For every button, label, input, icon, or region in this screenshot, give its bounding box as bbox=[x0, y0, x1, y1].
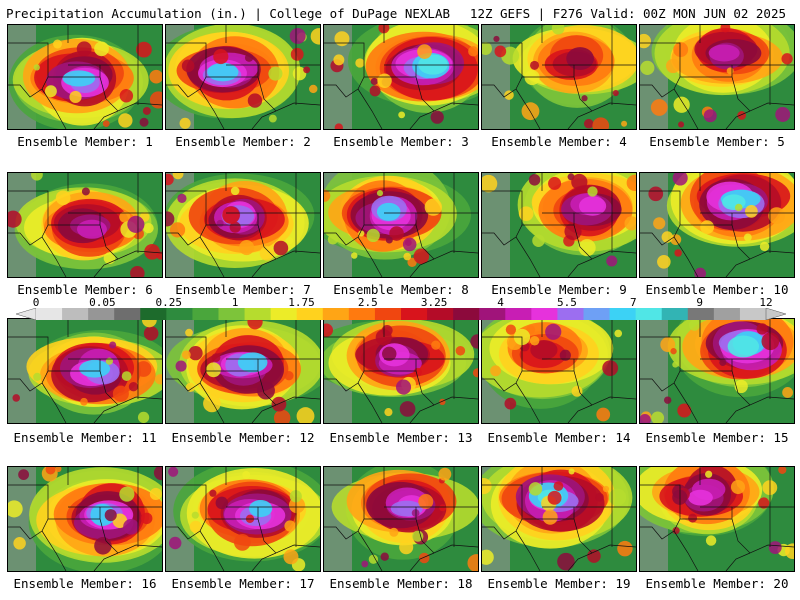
colorbar bbox=[16, 308, 786, 320]
ensemble-member-map bbox=[7, 466, 163, 572]
ensemble-member-map bbox=[165, 24, 321, 130]
ensemble-member-label: Ensemble Member: 2 bbox=[175, 134, 311, 149]
ensemble-member-map bbox=[323, 172, 479, 278]
ensemble-member-map bbox=[323, 24, 479, 130]
colorbar-tick-label: 7 bbox=[629, 296, 637, 309]
run-info: 12Z GEFS | F276 Valid: 00Z MON JUN 02 20… bbox=[469, 6, 786, 21]
ensemble-member-label: Ensemble Member: 5 bbox=[649, 134, 785, 149]
ensemble-member-label: Ensemble Member: 15 bbox=[645, 430, 789, 445]
ensemble-member-map bbox=[165, 172, 321, 278]
colorbar-tick-label: 9 bbox=[696, 296, 703, 309]
colorbar-tick-label: 1 bbox=[231, 296, 239, 309]
ensemble-member-label: Ensemble Member: 7 bbox=[175, 282, 311, 297]
ensemble-member-label: Ensemble Member: 20 bbox=[645, 576, 789, 591]
colorbar-tick-label: 0.25 bbox=[155, 296, 182, 309]
ensemble-member-map bbox=[165, 318, 321, 424]
ensemble-member-map bbox=[639, 172, 795, 278]
ensemble-member-map bbox=[323, 466, 479, 572]
ensemble-member-label: Ensemble Member: 17 bbox=[171, 576, 315, 591]
colorbar-tick-label: 12 bbox=[759, 296, 773, 309]
colorbar-tick-label: 0.05 bbox=[89, 296, 116, 309]
ensemble-member-map bbox=[165, 466, 321, 572]
ensemble-member-map bbox=[481, 172, 637, 278]
ensemble-member-map bbox=[639, 466, 795, 572]
ensemble-member-label: Ensemble Member: 3 bbox=[333, 134, 469, 149]
ensemble-member-map bbox=[7, 318, 163, 424]
ensemble-member-label: Ensemble Member: 19 bbox=[487, 576, 631, 591]
colorbar-tick-label: 0 bbox=[32, 296, 40, 309]
ensemble-member-label: Ensemble Member: 18 bbox=[329, 576, 473, 591]
ensemble-member-map bbox=[639, 318, 795, 424]
ensemble-member-map bbox=[481, 318, 637, 424]
ensemble-member-label: Ensemble Member: 11 bbox=[13, 430, 157, 445]
ensemble-member-map bbox=[7, 172, 163, 278]
colorbar-tick-label: 2.5 bbox=[357, 296, 378, 309]
colorbar-tick-label: 1.75 bbox=[288, 296, 315, 309]
ensemble-member-label: Ensemble Member: 4 bbox=[491, 134, 627, 149]
ensemble-member-label: Ensemble Member: 13 bbox=[329, 430, 473, 445]
ensemble-member-label: Ensemble Member: 14 bbox=[487, 430, 631, 445]
map-title: Precipitation Accumulation (in.) | Colle… bbox=[6, 6, 451, 21]
ensemble-member-label: Ensemble Member: 9 bbox=[491, 282, 627, 297]
ensemble-member-label: Ensemble Member: 16 bbox=[13, 576, 157, 591]
ensemble-member-label: Ensemble Member: 12 bbox=[171, 430, 315, 445]
ensemble-member-map bbox=[7, 24, 163, 130]
colorbar-tick-label: 4 bbox=[497, 296, 504, 309]
ensemble-member-label: Ensemble Member: 6 bbox=[17, 282, 153, 297]
ensemble-member-label: Ensemble Member: 8 bbox=[333, 282, 469, 297]
ensemble-member-map bbox=[481, 24, 637, 130]
ensemble-member-label: Ensemble Member: 1 bbox=[17, 134, 153, 149]
ensemble-member-map bbox=[323, 318, 479, 424]
colorbar-tick-label: 5.5 bbox=[556, 296, 577, 309]
ensemble-member-label: Ensemble Member: 10 bbox=[645, 282, 789, 297]
colorbar-tick-label: 3.25 bbox=[420, 296, 448, 309]
ensemble-member-map bbox=[639, 24, 795, 130]
ensemble-member-map bbox=[481, 466, 637, 572]
